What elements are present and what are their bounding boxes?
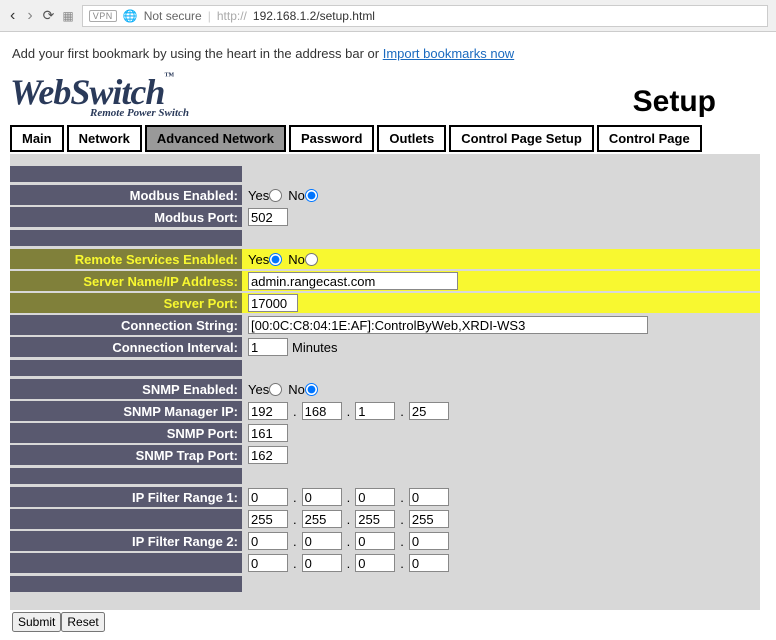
browser-toolbar: ‹ › ⟳ ▦ VPN 🌐 Not secure | http:// 192.16…	[0, 0, 776, 32]
label-server-name: Server Name/IP Address:	[10, 271, 242, 291]
filter2-hi-c[interactable]	[355, 554, 395, 572]
filter1-hi-c[interactable]	[355, 510, 395, 528]
globe-icon: 🌐	[123, 9, 138, 23]
bookmark-text: Add your first bookmark by using the hea…	[12, 46, 383, 61]
refresh-button[interactable]: ⟳	[43, 7, 55, 24]
label-modbus-port: Modbus Port:	[10, 207, 242, 227]
snmp-ip-b[interactable]	[302, 402, 342, 420]
snmp-trap-input[interactable]	[248, 446, 288, 464]
modbus-yes-radio[interactable]	[269, 189, 282, 202]
label-blank	[10, 553, 242, 573]
reset-button[interactable]: Reset	[61, 612, 104, 632]
filter1-lo-a[interactable]	[248, 488, 288, 506]
speed-dial-button[interactable]: ▦	[62, 9, 73, 23]
url-prefix: http://	[217, 9, 247, 23]
logo-tm: ™	[164, 71, 173, 82]
server-name-input[interactable]	[248, 272, 458, 290]
label-server-port: Server Port:	[10, 293, 242, 313]
tab-advanced-network[interactable]: Advanced Network	[145, 125, 286, 152]
label-ip-filter2: IP Filter Range 2:	[10, 531, 242, 551]
filter2-hi-a[interactable]	[248, 554, 288, 572]
bookmark-prompt: Add your first bookmark by using the hea…	[0, 32, 776, 71]
forward-button[interactable]: ›	[25, 7, 34, 25]
label-modbus-enabled: Modbus Enabled:	[10, 185, 242, 205]
page-title: Setup	[633, 85, 766, 119]
radio-label-no: No	[288, 382, 305, 397]
separator: |	[208, 9, 211, 23]
filter1-hi-a[interactable]	[248, 510, 288, 528]
form-area: Modbus Enabled: Yes No Modbus Port: Remo…	[10, 154, 760, 610]
filter2-hi-b[interactable]	[302, 554, 342, 572]
spacer	[10, 230, 242, 246]
tab-bar: Main Network Advanced Network Password O…	[10, 125, 766, 152]
address-bar[interactable]: VPN 🌐 Not secure | http:// 192.168.1.2/se…	[82, 5, 768, 27]
filter2-lo-b[interactable]	[302, 532, 342, 550]
logo-subtitle: Remote Power Switch	[90, 107, 189, 119]
submit-button[interactable]: Submit	[12, 612, 61, 632]
snmp-ip-d[interactable]	[409, 402, 449, 420]
back-button[interactable]: ‹	[8, 7, 17, 25]
import-bookmarks-link[interactable]: Import bookmarks now	[383, 46, 515, 61]
label-snmp-enabled: SNMP Enabled:	[10, 379, 242, 399]
url-text: 192.168.1.2/setup.html	[253, 9, 375, 23]
filter1-lo-b[interactable]	[302, 488, 342, 506]
label-snmp-trap: SNMP Trap Port:	[10, 445, 242, 465]
security-label: Not secure	[144, 9, 202, 23]
tab-outlets[interactable]: Outlets	[377, 125, 446, 152]
label-blank	[10, 509, 242, 529]
minutes-label: Minutes	[292, 340, 338, 355]
filter2-lo-d[interactable]	[409, 532, 449, 550]
tab-password[interactable]: Password	[289, 125, 374, 152]
tab-main[interactable]: Main	[10, 125, 64, 152]
snmp-port-input[interactable]	[248, 424, 288, 442]
logo-web: Web	[10, 72, 70, 112]
spacer	[10, 576, 242, 592]
tab-network[interactable]: Network	[67, 125, 142, 152]
spacer	[10, 166, 242, 182]
filter2-lo-c[interactable]	[355, 532, 395, 550]
snmp-ip-a[interactable]	[248, 402, 288, 420]
snmp-yes-radio[interactable]	[269, 383, 282, 396]
filter1-lo-c[interactable]	[355, 488, 395, 506]
filter1-hi-d[interactable]	[409, 510, 449, 528]
logo-switch: Switch	[70, 72, 164, 112]
modbus-no-radio[interactable]	[305, 189, 318, 202]
label-conn-interval: Connection Interval:	[10, 337, 242, 357]
header: WebSwitch™ Remote Power Switch Setup	[10, 71, 766, 119]
radio-label-yes: Yes	[248, 252, 269, 267]
radio-label-no: No	[288, 252, 305, 267]
label-conn-string: Connection String:	[10, 315, 242, 335]
snmp-ip-c[interactable]	[355, 402, 395, 420]
label-ip-filter1: IP Filter Range 1:	[10, 487, 242, 507]
filter1-lo-d[interactable]	[409, 488, 449, 506]
server-port-input[interactable]	[248, 294, 298, 312]
vpn-badge: VPN	[89, 10, 117, 22]
conn-string-input[interactable]	[248, 316, 648, 334]
remote-no-radio[interactable]	[305, 253, 318, 266]
tab-control[interactable]: Control Page	[597, 125, 702, 152]
radio-label-no: No	[288, 188, 305, 203]
label-snmp-port: SNMP Port:	[10, 423, 242, 443]
snmp-no-radio[interactable]	[305, 383, 318, 396]
logo: WebSwitch™ Remote Power Switch	[10, 71, 189, 119]
radio-label-yes: Yes	[248, 382, 269, 397]
radio-label-yes: Yes	[248, 188, 269, 203]
spacer	[10, 360, 242, 376]
remote-yes-radio[interactable]	[269, 253, 282, 266]
tab-control-setup[interactable]: Control Page Setup	[449, 125, 594, 152]
label-snmp-mgr: SNMP Manager IP:	[10, 401, 242, 421]
modbus-port-input[interactable]	[248, 208, 288, 226]
label-remote-enabled: Remote Services Enabled:	[10, 249, 242, 269]
conn-interval-input[interactable]	[248, 338, 288, 356]
filter2-hi-d[interactable]	[409, 554, 449, 572]
filter1-hi-b[interactable]	[302, 510, 342, 528]
spacer	[10, 468, 242, 484]
filter2-lo-a[interactable]	[248, 532, 288, 550]
